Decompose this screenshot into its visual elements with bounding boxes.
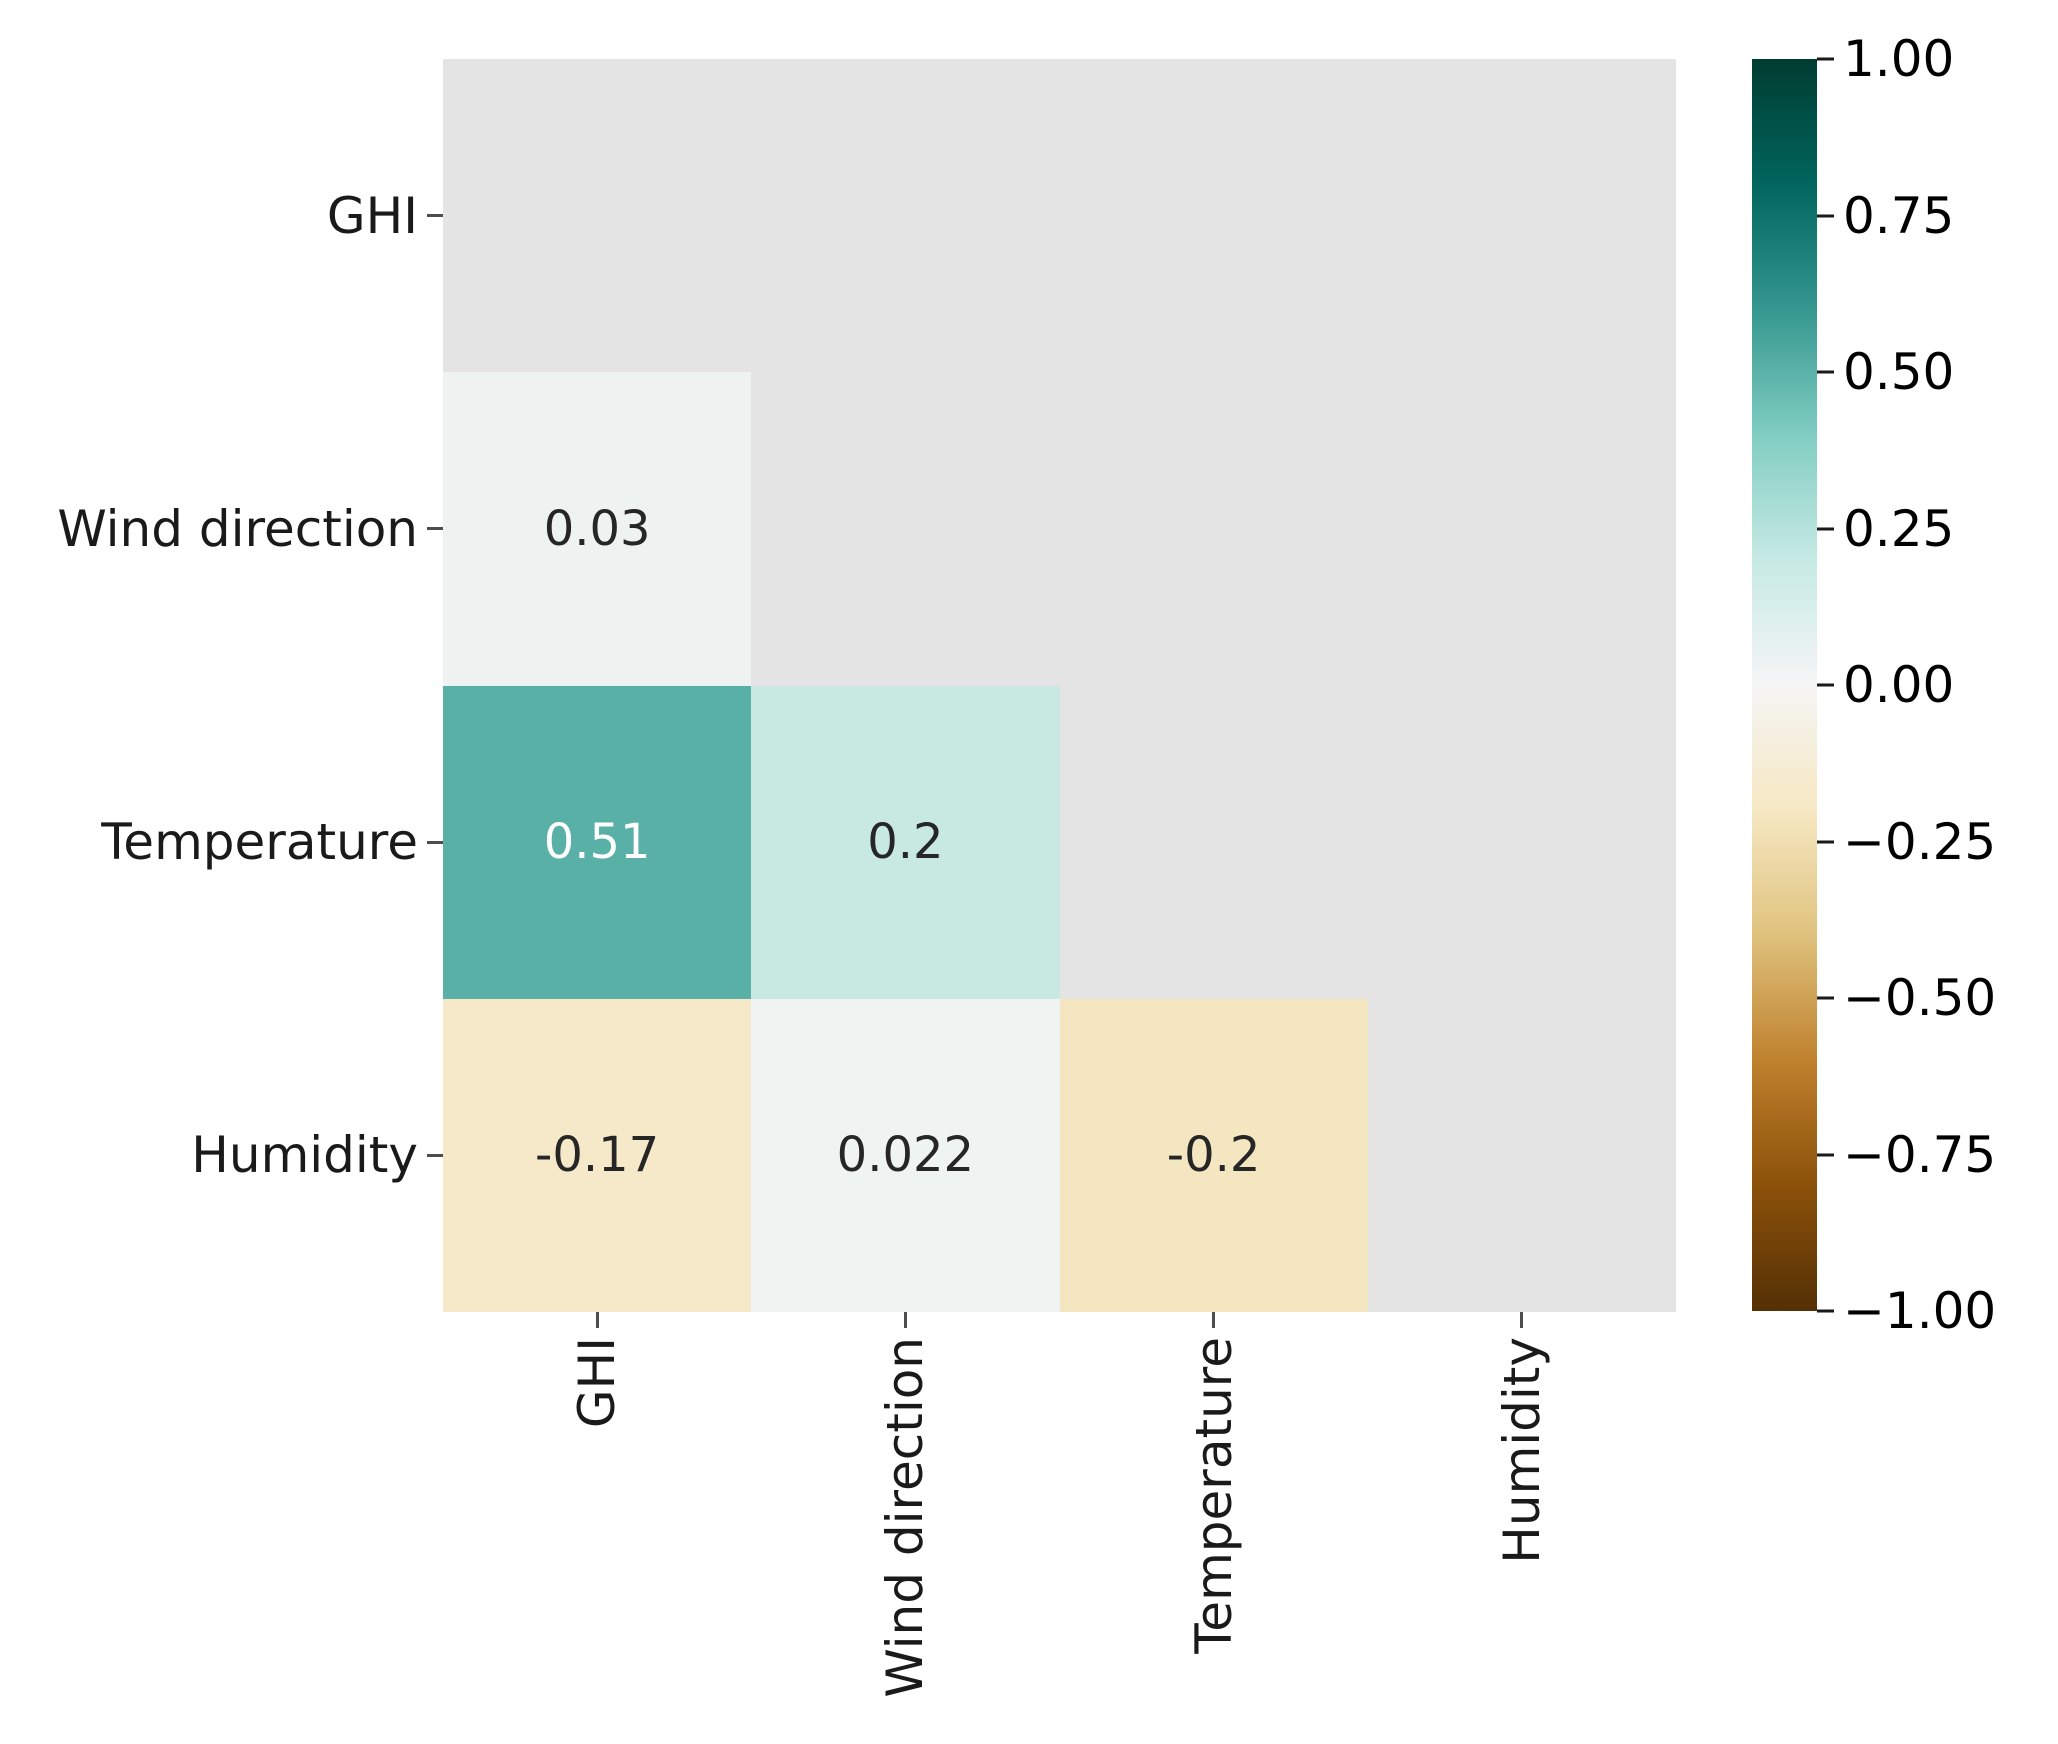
y-tick-slot: GHI [0,59,443,372]
heatmap-axes: 0.03 0.51 0.2 -0.17 0.022 -0.2 [443,59,1676,1312]
x-tick-slot: Temperature [1060,1312,1368,1742]
x-tick-slot: Humidity [1368,1312,1676,1742]
colorbar-tick-mark [1817,214,1834,217]
heatmap-cell-r3c3 [1367,998,1676,1312]
y-axis-label: GHI [326,186,418,245]
y-tick-mark [427,1153,443,1157]
colorbar-tick-label: 0.25 [1843,499,1955,558]
x-tick-mark [1520,1312,1524,1328]
y-axis-label: Temperature [101,813,418,872]
colorbar-tick-label: 0.00 [1843,656,1955,714]
x-axis-label: Temperature [1184,1337,1243,1654]
heatmap-cell-r1c1 [751,372,1060,686]
x-axis-label: GHI [568,1337,627,1429]
y-tick-mark [427,214,443,218]
colorbar-tick-label: 0.75 [1843,186,1955,245]
heatmap-cell-r1c0: 0.03 [443,372,752,686]
x-tick-mark [903,1312,907,1328]
cell-annotation: -0.17 [535,1127,660,1184]
heatmap-cell-r0c3 [1367,59,1676,373]
heatmap-cell-r0c2 [1059,59,1368,373]
heatmap-cell-r0c1 [751,59,1060,373]
cell-annotation: -0.2 [1166,1127,1261,1184]
x-tick-mark [1212,1312,1216,1328]
heatmap-cell-r2c0: 0.51 [443,685,752,999]
colorbar-tick-mark [1817,996,1834,1000]
heatmap-cell-r3c1: 0.022 [751,998,1060,1312]
x-axis: GHI Wind direction Temperature Humidity [443,1312,1676,1742]
y-axis: GHI Wind direction Temperature Humidity [0,59,443,1312]
x-tick-mark [595,1312,599,1328]
heatmap-cell-r0c0 [443,59,752,373]
heatmap-cell-r2c3 [1367,685,1676,999]
heatmap-cell-r3c0: -0.17 [443,998,752,1312]
heatmap-cell-r1c2 [1059,372,1368,686]
colorbar-tick-mark [1817,527,1834,530]
y-tick-mark [427,527,443,531]
colorbar-tick-label: −1.00 [1843,1282,1997,1340]
heatmap-cell-r3c2: -0.2 [1059,998,1368,1312]
colorbar-tick-mark [1817,683,1834,687]
y-tick-mark [427,840,443,844]
colorbar-tick-label: 0.50 [1843,343,1955,401]
colorbar-tick-mark [1817,370,1834,374]
x-axis-label: Humidity [1492,1337,1551,1564]
colorbar-tick-label: 1.00 [1843,30,1955,88]
cell-annotation: 0.2 [867,814,944,871]
colorbar-tick-mark [1817,1309,1834,1313]
cell-annotation: 0.03 [543,500,651,557]
colorbar: 1.00 0.75 0.50 0.25 0.00 −0.25 −0.50 −0.75 −1.00 [1752,34,1996,1336]
y-tick-slot: Temperature [0,686,443,999]
x-tick-slot: GHI [443,1312,751,1742]
x-tick-slot: Wind direction [751,1312,1059,1742]
heatmap-cell-r1c3 [1367,372,1676,686]
y-tick-slot: Humidity [0,999,443,1312]
colorbar-tick-label: −0.50 [1843,969,1997,1027]
y-axis-label: Wind direction [57,499,418,558]
cell-annotation: 0.022 [836,1127,975,1184]
colorbar-tick-label: −0.75 [1843,1125,1997,1184]
colorbar-tick-mark [1817,1153,1834,1156]
colorbar-gradient [1752,59,1817,1311]
y-axis-label: Humidity [191,1126,418,1185]
colorbar-tick-mark [1817,840,1834,843]
cell-annotation: 0.51 [543,814,651,871]
heatmap-cell-r2c1: 0.2 [751,685,1060,999]
x-axis-label: Wind direction [876,1337,935,1698]
colorbar-tick-mark [1817,57,1834,61]
y-tick-slot: Wind direction [0,372,443,685]
colorbar-tick-label: −0.25 [1843,812,1997,871]
heatmap-cell-r2c2 [1059,685,1368,999]
